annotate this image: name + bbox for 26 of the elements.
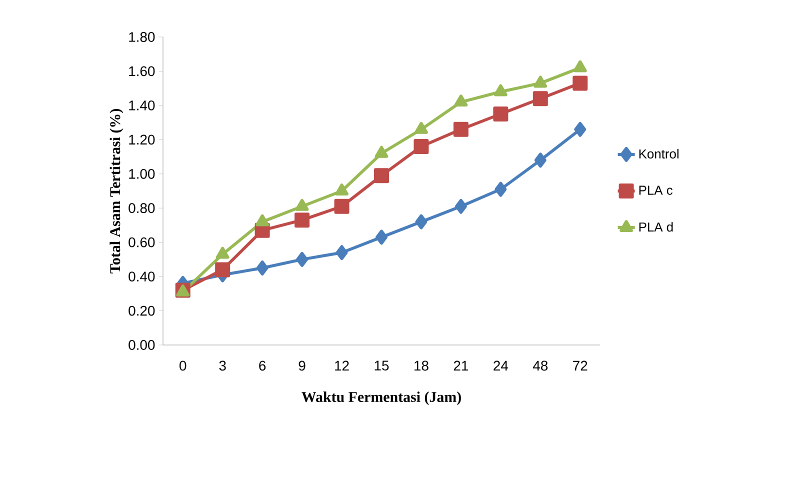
x-tick-label: 48: [532, 360, 548, 371]
x-tick-label: 18: [414, 360, 428, 371]
y-tick-label: 1.40: [129, 100, 155, 110]
x-tick-label: 6: [259, 360, 266, 371]
x-axis-title: Waktu Fermentasi (Jam): [302, 391, 461, 406]
x-tick-label: 15: [374, 360, 389, 371]
y-tick-label: 1.60: [129, 66, 155, 76]
y-tick-label: 0.60: [128, 237, 155, 248]
x-tick-label: 12: [335, 360, 349, 371]
y-tick-label: 1.00: [129, 168, 155, 179]
x-tick-label: 24: [494, 360, 508, 371]
y-tick-label: 0.80: [128, 203, 155, 214]
x-tick-label: 21: [454, 360, 468, 371]
y-tick-label: 0.00: [128, 340, 155, 350]
legend-label: PLA d: [639, 222, 673, 232]
x-tick-label: 72: [573, 360, 588, 371]
x-tick-label: 9: [298, 360, 306, 371]
y-tick-label: 1.20: [129, 134, 155, 145]
y-tick-label: 0.40: [128, 272, 155, 282]
legend-label: Kontrol: [639, 149, 678, 159]
x-tick-label: 0: [180, 360, 186, 371]
y-tick-label: 1.80: [129, 32, 155, 42]
x-tick-label: 3: [219, 360, 226, 371]
y-tick-label: 0.20: [128, 306, 155, 316]
legend-label: PLA c: [639, 186, 673, 195]
y-axis-title: Total Asam Tertitrasi (%): [110, 108, 124, 274]
